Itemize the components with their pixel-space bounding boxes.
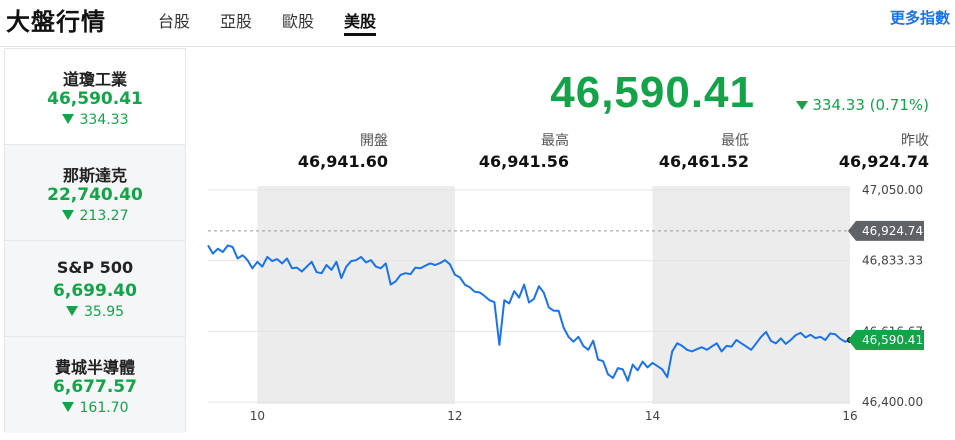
y-tick-label: 47,050.00 [862, 183, 923, 197]
y-tick-label: 46,400.00 [862, 395, 923, 409]
index-name: 道瓊工業 [62, 70, 127, 89]
y-tick-label: 46,833.33 [862, 254, 923, 268]
x-tick-label: 16 [842, 409, 857, 423]
prev-close-tag [848, 220, 924, 241]
index-card-semiconductor[interactable]: 費城半導體 6,677.57 161.70 [5, 337, 185, 433]
index-price: 46,590.41 [47, 89, 143, 109]
stat-label: 開盤 [360, 133, 388, 149]
index-change-value: 213.27 [79, 208, 129, 224]
index-change-value: 161.70 [79, 400, 129, 416]
stat-value: 46,941.56 [478, 152, 569, 171]
stat-label: 最低 [721, 133, 749, 149]
x-tick-label: 12 [447, 409, 462, 423]
index-price: 6,677.57 [53, 377, 137, 397]
more-indices-link[interactable]: 更多指數 [889, 9, 950, 27]
last-value-label: 46,590.41 [862, 333, 923, 347]
tab-asia-stocks[interactable]: 亞股 [220, 12, 253, 31]
prev-close-label: 46,924.74 [862, 224, 923, 238]
index-card-sp500[interactable]: S&P 500 6,699.40 35.95 [5, 241, 185, 337]
tab-europe-stocks[interactable]: 歐股 [282, 12, 315, 31]
stat-label: 最高 [541, 133, 569, 149]
price-change: 334.33 (0.71%) [796, 96, 929, 114]
index-change: 213.27 [5, 208, 185, 224]
down-arrow-icon [61, 114, 74, 124]
index-change: 161.70 [5, 400, 185, 416]
current-price: 46,590.41 [550, 68, 755, 117]
index-sidebar: 道瓊工業 46,590.41 334.33 那斯達克 22,740.40 213… [4, 48, 186, 433]
stat-prev-close: 昨收 46,924.74 [769, 130, 929, 171]
index-name: S&P 500 [56, 258, 134, 277]
down-arrow-icon [61, 402, 74, 412]
stat-value: 46,924.74 [838, 152, 929, 171]
down-arrow-icon [61, 210, 74, 220]
index-change: 35.95 [5, 304, 185, 320]
index-card-dow-jones[interactable]: 道瓊工業 46,590.41 334.33 [5, 49, 185, 145]
index-price: 6,699.40 [53, 281, 137, 301]
session-band [652, 186, 850, 404]
header-divider [0, 46, 955, 47]
index-change: 334.33 [5, 112, 185, 128]
x-tick-label: 10 [250, 409, 265, 423]
stat-value: 46,941.60 [297, 152, 388, 171]
page-title: 大盤行情 [6, 8, 106, 36]
index-change-value: 35.95 [83, 304, 125, 320]
down-arrow-icon [796, 101, 809, 110]
stat-high: 最高 46,941.56 [409, 130, 569, 171]
index-card-nasdaq[interactable]: 那斯達克 22,740.40 213.27 [5, 145, 185, 241]
stat-open: 開盤 46,941.60 [228, 130, 388, 171]
tab-us-stocks[interactable]: 美股 [344, 8, 377, 36]
price-line [207, 244, 851, 382]
last-value-tag [848, 330, 924, 351]
index-change-value: 334.33 [79, 112, 129, 128]
x-tick-label: 14 [645, 409, 660, 423]
session-band [257, 186, 455, 404]
down-arrow-icon [65, 306, 78, 316]
index-name: 費城半導體 [54, 358, 135, 377]
price-change-value: 334.33 (0.71%) [812, 96, 929, 114]
header: 大盤行情 台股 亞股 歐股 美股 更多指數 [0, 0, 955, 42]
stat-label: 昨收 [901, 133, 929, 149]
index-name: 那斯達克 [62, 166, 127, 185]
tab-taiwan-stocks[interactable]: 台股 [158, 12, 191, 31]
index-price: 22,740.40 [47, 185, 143, 205]
stat-value: 46,461.52 [658, 152, 749, 171]
stat-low: 最低 46,461.52 [589, 130, 749, 171]
